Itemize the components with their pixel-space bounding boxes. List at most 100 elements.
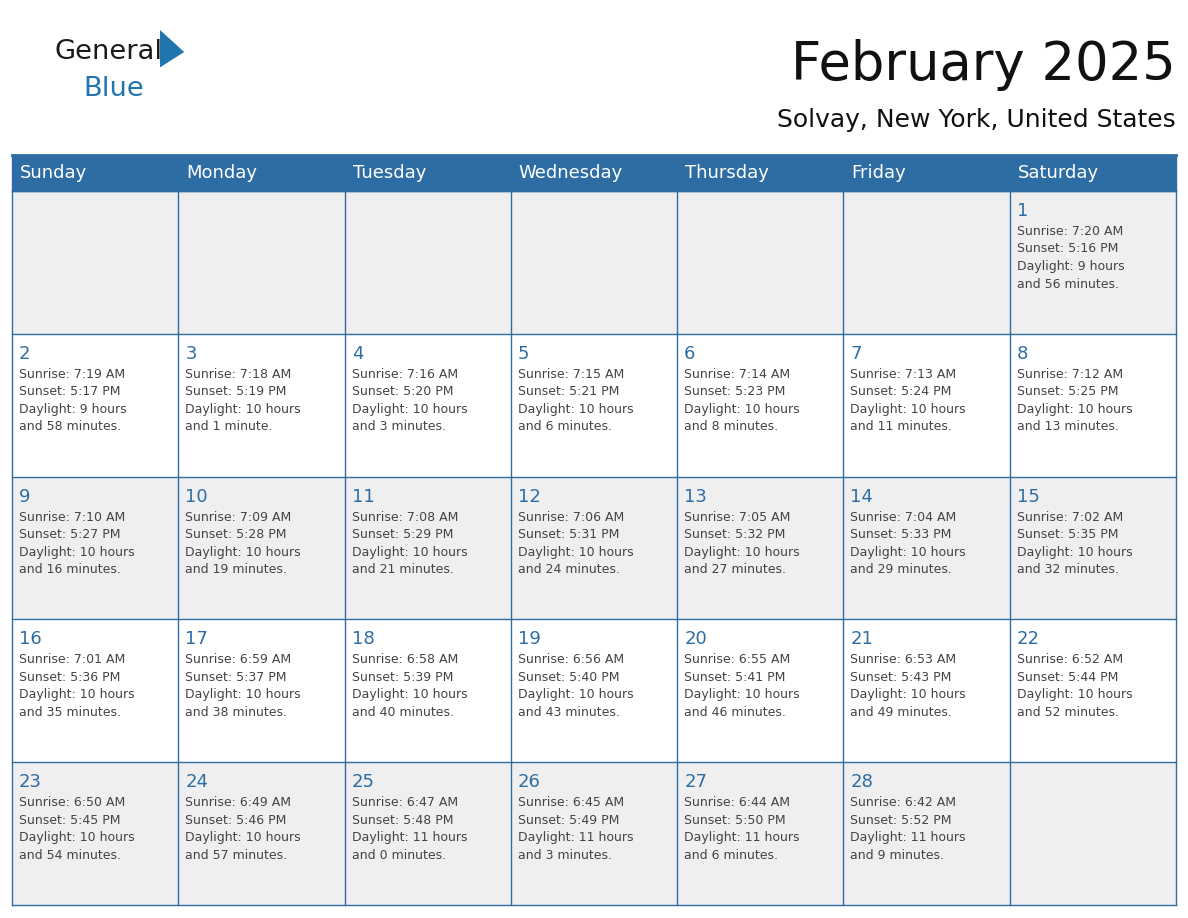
Text: Sunrise: 7:15 AM
Sunset: 5:21 PM
Daylight: 10 hours
and 6 minutes.: Sunrise: 7:15 AM Sunset: 5:21 PM Dayligh… [518,368,633,433]
Text: Sunrise: 6:47 AM
Sunset: 5:48 PM
Daylight: 11 hours
and 0 minutes.: Sunrise: 6:47 AM Sunset: 5:48 PM Dayligh… [352,796,467,862]
Text: 2: 2 [19,345,31,363]
Text: Sunrise: 6:44 AM
Sunset: 5:50 PM
Daylight: 11 hours
and 6 minutes.: Sunrise: 6:44 AM Sunset: 5:50 PM Dayligh… [684,796,800,862]
Text: Sunrise: 7:09 AM
Sunset: 5:28 PM
Daylight: 10 hours
and 19 minutes.: Sunrise: 7:09 AM Sunset: 5:28 PM Dayligh… [185,510,301,577]
Bar [843,191,1010,334]
Bar [843,762,1010,905]
Text: Sunrise: 7:12 AM
Sunset: 5:25 PM
Daylight: 10 hours
and 13 minutes.: Sunrise: 7:12 AM Sunset: 5:25 PM Dayligh… [1017,368,1132,433]
Bar [345,620,511,762]
Text: 13: 13 [684,487,707,506]
Bar [178,762,345,905]
Text: 11: 11 [352,487,374,506]
Bar [677,476,843,620]
Bar [12,620,178,762]
Text: Sunday: Sunday [20,164,87,182]
Text: 28: 28 [851,773,873,791]
Bar [345,476,511,620]
Bar [511,476,677,620]
Bar [12,191,178,334]
Text: Sunrise: 6:55 AM
Sunset: 5:41 PM
Daylight: 10 hours
and 46 minutes.: Sunrise: 6:55 AM Sunset: 5:41 PM Dayligh… [684,654,800,719]
Text: 21: 21 [851,631,873,648]
Bar [1010,620,1176,762]
Text: Solvay, New York, United States: Solvay, New York, United States [777,108,1176,132]
Text: 15: 15 [1017,487,1040,506]
Bar [511,762,677,905]
Bar [511,334,677,476]
Bar [677,334,843,476]
Text: Sunrise: 7:08 AM
Sunset: 5:29 PM
Daylight: 10 hours
and 21 minutes.: Sunrise: 7:08 AM Sunset: 5:29 PM Dayligh… [352,510,467,577]
Text: Tuesday: Tuesday [353,164,426,182]
Text: 1: 1 [1017,202,1028,220]
Text: General: General [55,39,163,65]
Text: 3: 3 [185,345,197,363]
Text: Monday: Monday [187,164,258,182]
Text: 23: 23 [19,773,42,791]
Text: Sunrise: 6:50 AM
Sunset: 5:45 PM
Daylight: 10 hours
and 54 minutes.: Sunrise: 6:50 AM Sunset: 5:45 PM Dayligh… [19,796,134,862]
Bar [345,762,511,905]
Bar [12,762,178,905]
Text: Sunrise: 7:18 AM
Sunset: 5:19 PM
Daylight: 10 hours
and 1 minute.: Sunrise: 7:18 AM Sunset: 5:19 PM Dayligh… [185,368,301,433]
Text: Blue: Blue [83,76,144,102]
Bar [1010,762,1176,905]
Text: 8: 8 [1017,345,1028,363]
Text: 22: 22 [1017,631,1040,648]
Text: Sunrise: 7:06 AM
Sunset: 5:31 PM
Daylight: 10 hours
and 24 minutes.: Sunrise: 7:06 AM Sunset: 5:31 PM Dayligh… [518,510,633,577]
Bar [12,476,178,620]
Text: 10: 10 [185,487,208,506]
Text: 25: 25 [352,773,374,791]
Text: 20: 20 [684,631,707,648]
Bar [843,334,1010,476]
Text: 26: 26 [518,773,541,791]
Text: 6: 6 [684,345,695,363]
Text: Sunrise: 7:02 AM
Sunset: 5:35 PM
Daylight: 10 hours
and 32 minutes.: Sunrise: 7:02 AM Sunset: 5:35 PM Dayligh… [1017,510,1132,577]
Text: 24: 24 [185,773,208,791]
Text: 19: 19 [518,631,541,648]
Text: Sunrise: 7:20 AM
Sunset: 5:16 PM
Daylight: 9 hours
and 56 minutes.: Sunrise: 7:20 AM Sunset: 5:16 PM Dayligh… [1017,225,1124,290]
Text: Sunrise: 6:59 AM
Sunset: 5:37 PM
Daylight: 10 hours
and 38 minutes.: Sunrise: 6:59 AM Sunset: 5:37 PM Dayligh… [185,654,301,719]
Bar [677,762,843,905]
Text: Sunrise: 6:42 AM
Sunset: 5:52 PM
Daylight: 11 hours
and 9 minutes.: Sunrise: 6:42 AM Sunset: 5:52 PM Dayligh… [851,796,966,862]
Text: Sunrise: 6:52 AM
Sunset: 5:44 PM
Daylight: 10 hours
and 52 minutes.: Sunrise: 6:52 AM Sunset: 5:44 PM Dayligh… [1017,654,1132,719]
Text: Sunrise: 6:45 AM
Sunset: 5:49 PM
Daylight: 11 hours
and 3 minutes.: Sunrise: 6:45 AM Sunset: 5:49 PM Dayligh… [518,796,633,862]
Bar [345,191,511,334]
Bar [677,620,843,762]
Bar [345,334,511,476]
Bar [178,476,345,620]
Text: Sunrise: 7:13 AM
Sunset: 5:24 PM
Daylight: 10 hours
and 11 minutes.: Sunrise: 7:13 AM Sunset: 5:24 PM Dayligh… [851,368,966,433]
Text: Sunrise: 7:10 AM
Sunset: 5:27 PM
Daylight: 10 hours
and 16 minutes.: Sunrise: 7:10 AM Sunset: 5:27 PM Dayligh… [19,510,134,577]
Text: 12: 12 [518,487,541,506]
Polygon shape [160,30,184,67]
Bar [511,620,677,762]
Bar [677,191,843,334]
Text: Sunrise: 7:05 AM
Sunset: 5:32 PM
Daylight: 10 hours
and 27 minutes.: Sunrise: 7:05 AM Sunset: 5:32 PM Dayligh… [684,510,800,577]
Text: 9: 9 [19,487,31,506]
Text: 27: 27 [684,773,707,791]
Bar [843,476,1010,620]
Text: Sunrise: 7:16 AM
Sunset: 5:20 PM
Daylight: 10 hours
and 3 minutes.: Sunrise: 7:16 AM Sunset: 5:20 PM Dayligh… [352,368,467,433]
Bar [178,334,345,476]
Bar [178,191,345,334]
Text: 4: 4 [352,345,364,363]
Bar [178,620,345,762]
Text: Saturday: Saturday [1018,164,1099,182]
Text: 7: 7 [851,345,862,363]
Text: Wednesday: Wednesday [519,164,624,182]
Bar [843,620,1010,762]
Text: Sunrise: 7:14 AM
Sunset: 5:23 PM
Daylight: 10 hours
and 8 minutes.: Sunrise: 7:14 AM Sunset: 5:23 PM Dayligh… [684,368,800,433]
Text: Sunrise: 6:53 AM
Sunset: 5:43 PM
Daylight: 10 hours
and 49 minutes.: Sunrise: 6:53 AM Sunset: 5:43 PM Dayligh… [851,654,966,719]
Text: 18: 18 [352,631,374,648]
Bar [511,191,677,334]
Text: 5: 5 [518,345,530,363]
Bar [1010,191,1176,334]
Text: Sunrise: 7:01 AM
Sunset: 5:36 PM
Daylight: 10 hours
and 35 minutes.: Sunrise: 7:01 AM Sunset: 5:36 PM Dayligh… [19,654,134,719]
Text: Sunrise: 7:04 AM
Sunset: 5:33 PM
Daylight: 10 hours
and 29 minutes.: Sunrise: 7:04 AM Sunset: 5:33 PM Dayligh… [851,510,966,577]
Text: Sunrise: 6:58 AM
Sunset: 5:39 PM
Daylight: 10 hours
and 40 minutes.: Sunrise: 6:58 AM Sunset: 5:39 PM Dayligh… [352,654,467,719]
Text: 16: 16 [19,631,42,648]
Text: Sunrise: 6:56 AM
Sunset: 5:40 PM
Daylight: 10 hours
and 43 minutes.: Sunrise: 6:56 AM Sunset: 5:40 PM Dayligh… [518,654,633,719]
Text: 14: 14 [851,487,873,506]
Text: Friday: Friday [852,164,906,182]
Bar [1010,334,1176,476]
Text: Thursday: Thursday [685,164,769,182]
Bar [1010,476,1176,620]
Text: February 2025: February 2025 [791,39,1176,91]
Text: Sunrise: 7:19 AM
Sunset: 5:17 PM
Daylight: 9 hours
and 58 minutes.: Sunrise: 7:19 AM Sunset: 5:17 PM Dayligh… [19,368,127,433]
